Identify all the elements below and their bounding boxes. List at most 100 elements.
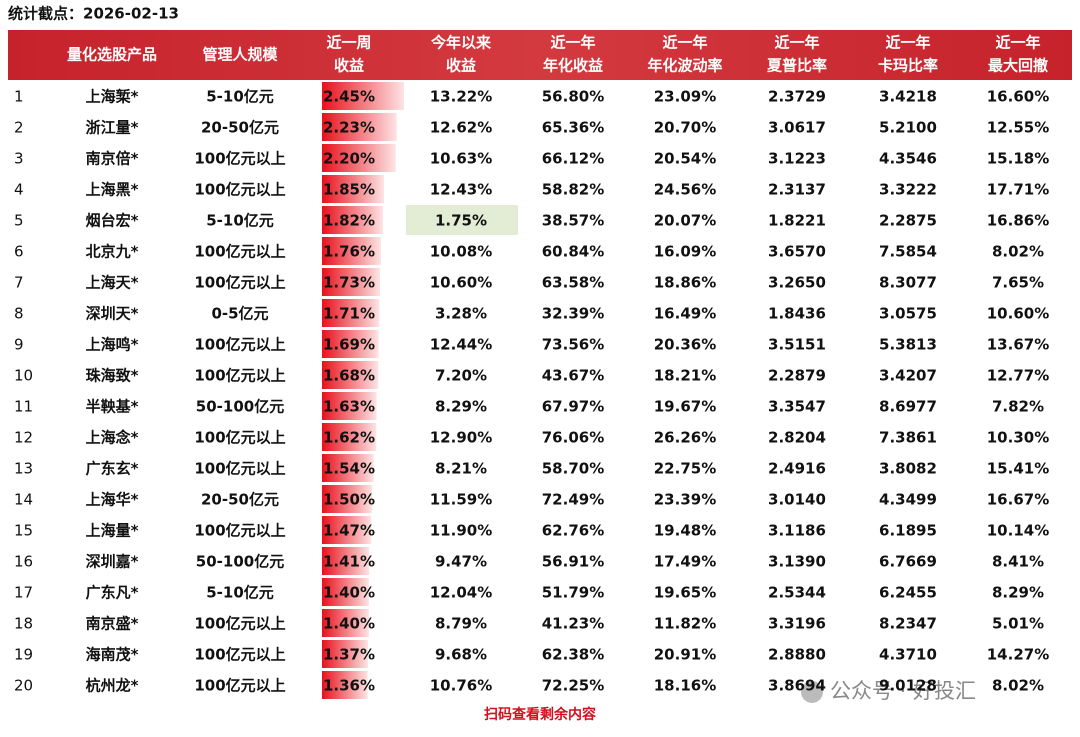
table-cell: 24.56% xyxy=(654,181,716,199)
column-header: 近一年 xyxy=(995,34,1040,52)
table-cell: 16.67% xyxy=(987,491,1049,509)
table-cell: 深圳嘉* xyxy=(86,553,139,571)
table-cell: 2.3729 xyxy=(768,88,826,106)
column-header: 近一年 xyxy=(550,34,595,52)
data-bar xyxy=(322,113,397,141)
header-background xyxy=(8,30,1072,80)
column-header: 收益 xyxy=(446,57,476,75)
table-cell: 19.65% xyxy=(654,584,716,602)
table-cell: 1.41% xyxy=(323,553,375,571)
table-cell: 珠海致* xyxy=(86,367,139,385)
table-cell: 20.70% xyxy=(654,119,716,137)
table-cell: 20-50亿元 xyxy=(201,491,279,509)
table-cell: 100亿元以上 xyxy=(194,150,285,168)
table-cell: 1.62% xyxy=(323,429,375,447)
table-cell: 10.63% xyxy=(430,150,492,168)
data-bar xyxy=(322,206,383,234)
table-cell: 3.1390 xyxy=(768,553,826,571)
table-cell: 浙江量* xyxy=(86,119,139,137)
table-cell: 8.29% xyxy=(992,584,1044,602)
table-cell: 11.90% xyxy=(430,522,492,540)
column-header: 夏普比率 xyxy=(766,57,827,75)
table-cell: 100亿元以上 xyxy=(194,522,285,540)
data-bar xyxy=(322,671,368,699)
table-cell: 上海量* xyxy=(86,522,139,540)
table-cell: 1.40% xyxy=(323,584,375,602)
table-cell: 32.39% xyxy=(542,305,604,323)
column-header: 年化收益 xyxy=(543,57,603,75)
column-header: 收益 xyxy=(334,57,364,75)
table-cell: 1.8436 xyxy=(768,305,826,323)
table-cell: 20.36% xyxy=(654,336,716,354)
table-cell: 2 xyxy=(14,119,24,137)
table-row: 13 广东玄* 100亿元以上 1.54% 8.21% 58.70% 22.75% 2.491… xyxy=(14,454,1049,482)
watermark-text: 公众号 · 好投汇 xyxy=(830,679,976,703)
table-cell: 南京倍* xyxy=(86,150,139,168)
table-row: 5 烟台宏* 5-10亿元 1.82% 1.75% 38.57% 20.07% 1.8221 2… xyxy=(14,205,1049,235)
column-header: 最大回撤 xyxy=(988,57,1048,75)
data-bar xyxy=(322,609,369,637)
table-cell: 4.3546 xyxy=(879,150,937,168)
table-row: 19 海南茂* 100亿元以上 1.37% 9.68% 62.38% 20.91% 2.888… xyxy=(14,640,1049,668)
table-cell: 50-100亿元 xyxy=(196,398,284,416)
data-bar xyxy=(322,392,377,420)
table-cell: 18.16% xyxy=(654,677,716,695)
table-cell: 1.37% xyxy=(323,646,375,664)
table-cell: 3.3222 xyxy=(879,181,937,199)
table-cell: 南京盛* xyxy=(86,615,139,633)
table-cell: 3.0140 xyxy=(768,491,826,509)
table-cell: 12.77% xyxy=(987,367,1049,385)
table-cell: 12.90% xyxy=(430,429,492,447)
table-cell: 100亿元以上 xyxy=(194,243,285,261)
table-cell: 10.60% xyxy=(430,274,492,292)
table-cell: 5-10亿元 xyxy=(206,584,274,602)
table-cell: 12.55% xyxy=(987,119,1049,137)
table-row: 12 上海念* 100亿元以上 1.62% 12.90% 76.06% 26.26% 2.82… xyxy=(14,423,1049,451)
table-row: 8 深圳天* 0-5亿元 1.71% 3.28% 32.39% 16.49% 1.8436 3.… xyxy=(14,299,1049,327)
table-cell: 3.1186 xyxy=(768,522,826,540)
table-cell: 上海鸣* xyxy=(86,336,139,354)
table-cell: 4.3499 xyxy=(879,491,937,509)
table-cell: 4.3710 xyxy=(879,646,937,664)
table-cell: 15.41% xyxy=(987,460,1049,478)
data-bar xyxy=(322,82,405,110)
table-cell: 10 xyxy=(14,367,33,385)
table-cell: 2.3137 xyxy=(768,181,826,199)
table-cell: 26.26% xyxy=(654,429,716,447)
table-cell: 1.40% xyxy=(323,615,375,633)
table-cell: 8.02% xyxy=(992,677,1044,695)
table-cell: 16.60% xyxy=(987,88,1049,106)
data-bar xyxy=(322,268,380,296)
table-cell: 100亿元以上 xyxy=(194,677,285,695)
table-cell: 1.63% xyxy=(323,398,375,416)
table-cell: 72.25% xyxy=(542,677,604,695)
table-cell: 7.20% xyxy=(435,367,487,385)
table-cell: 3.8694 xyxy=(768,677,826,695)
data-bar xyxy=(322,454,374,482)
table-cell: 100亿元以上 xyxy=(194,646,285,664)
table-cell: 上海华* xyxy=(86,491,139,509)
table-cell: 66.12% xyxy=(542,150,604,168)
table-cell: 9.47% xyxy=(435,553,487,571)
column-header: 近一周 xyxy=(326,34,371,52)
column-header: 量化选股产品 xyxy=(67,46,157,64)
table-cell: 12.43% xyxy=(430,181,492,199)
table-cell: 20 xyxy=(14,677,33,695)
table-row: 2 浙江量* 20-50亿元 2.23% 12.62% 65.36% 20.70% 3.061… xyxy=(14,113,1049,141)
wechat-icon xyxy=(801,681,823,703)
data-bar xyxy=(322,144,396,172)
table-cell: 62.38% xyxy=(542,646,604,664)
table-cell: 72.49% xyxy=(542,491,604,509)
table-cell: 5.01% xyxy=(992,615,1044,633)
data-bar xyxy=(322,547,370,575)
table-cell: 13.22% xyxy=(430,88,492,106)
table-cell: 60.84% xyxy=(542,243,604,261)
table-cell: 2.4916 xyxy=(768,460,826,478)
table-cell: 3.8082 xyxy=(879,460,937,478)
table-cell: 20.07% xyxy=(654,212,716,230)
table-cell: 9.0128 xyxy=(879,677,937,695)
table-cell: 1.69% xyxy=(323,336,375,354)
table-cell: 14 xyxy=(14,491,33,509)
table-cell: 16.86% xyxy=(987,212,1049,230)
